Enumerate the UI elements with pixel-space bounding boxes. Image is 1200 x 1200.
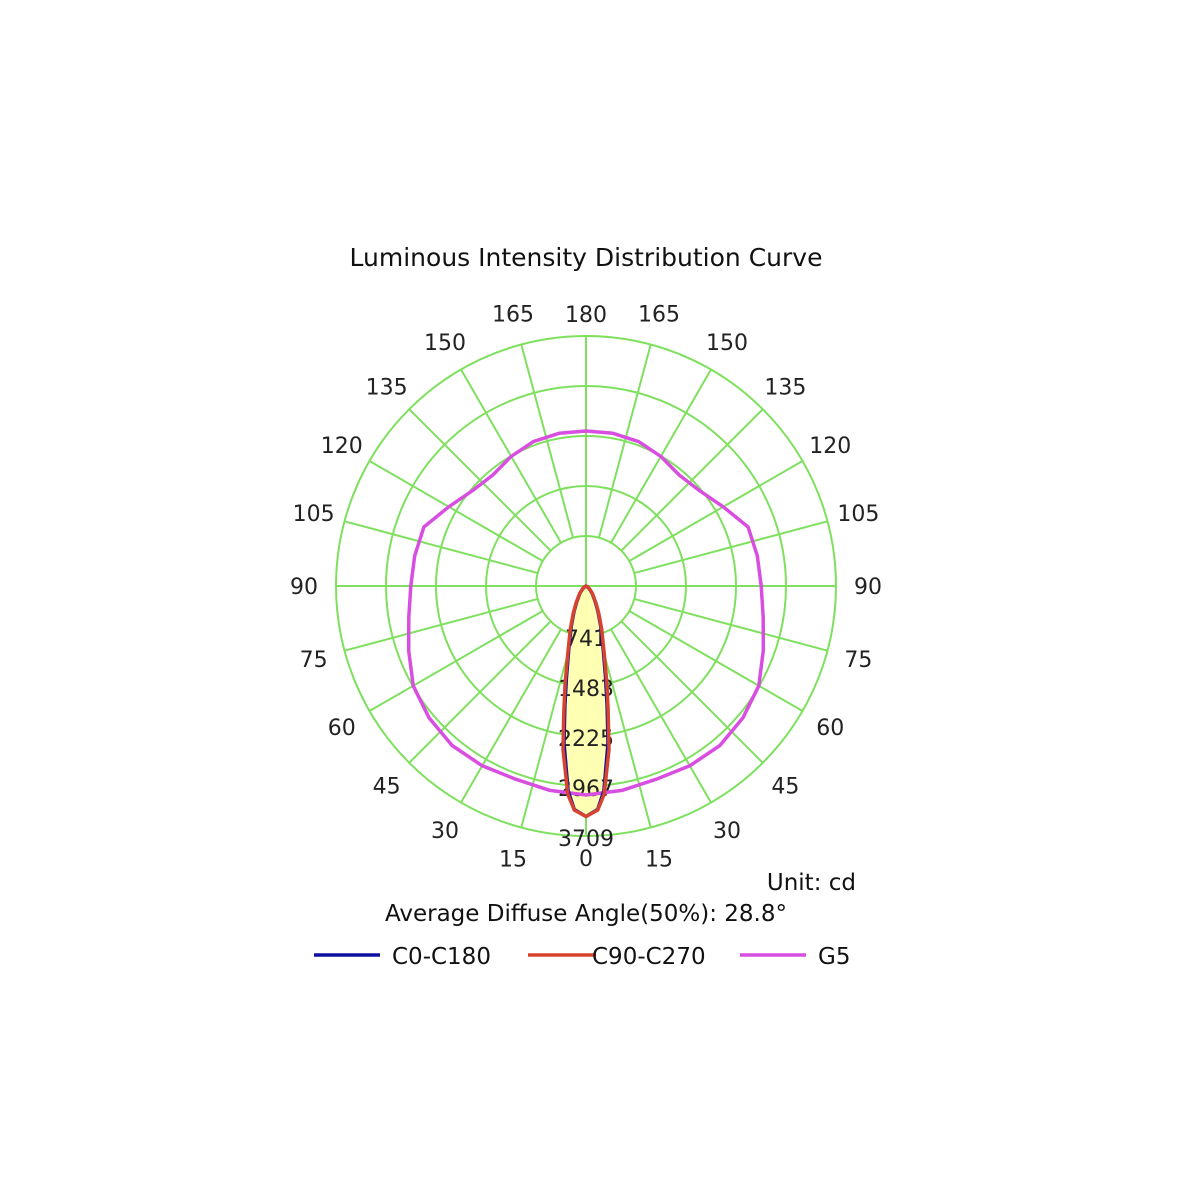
series-lines: [406, 429, 766, 819]
angle-tick-label: 120: [809, 434, 851, 459]
angle-tick-labels: 0 15 30 45 60 75 90 105 120 135 150 165 180 15 30 45 60 7…: [290, 303, 882, 873]
angle-tick-label: 90: [290, 575, 318, 600]
angle-tick-label: 180: [565, 303, 607, 328]
grid-spoke: [597, 634, 652, 828]
angle-tick-label: 90: [854, 575, 882, 600]
angle-tick-label: 0: [579, 847, 593, 872]
grid-spoke: [628, 460, 804, 562]
angle-tick-label: 165: [492, 303, 534, 328]
grid-spoke: [628, 610, 804, 712]
series-line-c90-c270: [561, 584, 611, 819]
angle-tick-label: 45: [373, 774, 401, 799]
grid-spoke: [368, 460, 544, 562]
grid-spoke: [460, 628, 562, 804]
series-fill-c90-c270: [563, 586, 609, 817]
angle-tick-label: 60: [328, 716, 356, 741]
grid-spoke: [520, 344, 575, 538]
legend-label: C0-C180: [392, 944, 491, 970]
angle-tick-label: 105: [293, 502, 335, 527]
grid-spoke: [344, 520, 538, 575]
grid-spoke: [620, 408, 764, 552]
grid-spoke: [620, 620, 764, 764]
angle-tick-label: 30: [431, 819, 459, 844]
grid-spoke: [408, 620, 552, 764]
angle-tick-label: 120: [321, 434, 363, 459]
angle-tick-label: 75: [844, 648, 872, 673]
legend-label: C90-C270: [592, 944, 706, 970]
radial-tick-label: 2225: [558, 727, 614, 752]
grid-spoke: [520, 634, 575, 828]
grid-spoke: [344, 597, 538, 652]
legend-label: G5: [818, 944, 850, 970]
chart-title: Luminous Intensity Distribution Curve: [350, 243, 823, 272]
radial-tick-label: 3709: [558, 827, 614, 852]
angle-tick-label: 15: [499, 847, 527, 872]
angle-tick-label: 45: [771, 774, 799, 799]
angle-tick-label: 150: [424, 331, 466, 356]
angle-tick-label: 135: [366, 376, 408, 401]
angle-tick-label: 75: [300, 648, 328, 673]
diffuse-angle-note: Average Diffuse Angle(50%): 28.8°: [385, 901, 787, 927]
grid-spoke: [597, 344, 652, 538]
legend: C0-C180 C90-C270 G5: [314, 944, 850, 970]
series-line-g5: [406, 429, 766, 797]
grid-spoke: [634, 597, 828, 652]
angle-tick-label: 15: [645, 847, 673, 872]
grid-spoke: [634, 520, 828, 575]
unit-label: Unit: cd: [767, 870, 856, 896]
grid-spoke: [368, 610, 544, 712]
angle-tick-label: 150: [706, 331, 748, 356]
grid-spoke: [408, 408, 552, 552]
angle-tick-label: 30: [713, 819, 741, 844]
angle-tick-label: 135: [764, 376, 806, 401]
angle-tick-label: 105: [837, 502, 879, 527]
angle-tick-label: 60: [816, 716, 844, 741]
grid-spoke: [610, 628, 712, 804]
series-fills: [563, 586, 609, 817]
angle-tick-label: 165: [638, 303, 680, 328]
